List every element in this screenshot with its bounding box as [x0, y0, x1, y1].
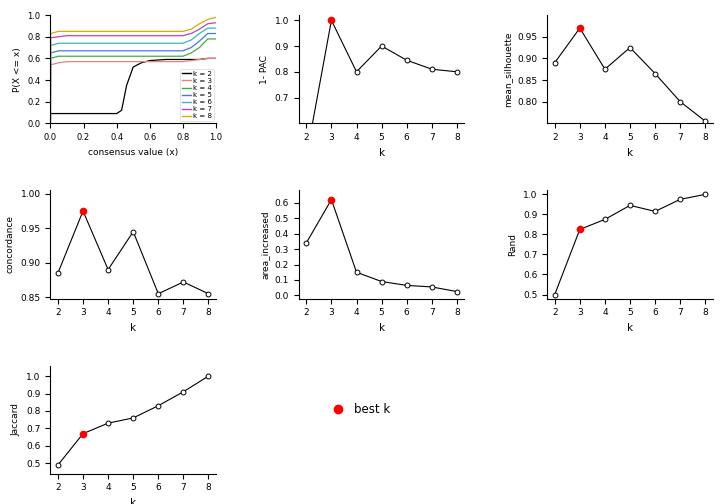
k = 4: [179, 53, 187, 59]
k = 5: [212, 30, 220, 36]
k = 5: [55, 48, 63, 54]
k = 2: [162, 56, 171, 62]
k = 7: [46, 35, 55, 41]
k = 7: [55, 34, 63, 40]
k = 7: [63, 33, 71, 39]
k = 5: [63, 48, 71, 54]
k = 8: [187, 26, 196, 32]
k = 2: [179, 56, 187, 62]
X-axis label: k: k: [130, 498, 136, 504]
k = 8: [195, 21, 204, 27]
X-axis label: k: k: [130, 323, 136, 333]
k = 8: [179, 28, 187, 34]
k = 4: [187, 50, 196, 56]
k = 7: [212, 20, 220, 26]
Line: k = 2: k = 2: [50, 58, 216, 123]
k = 2: [79, 110, 88, 116]
k = 2: [63, 110, 71, 116]
k = 6: [179, 40, 187, 46]
Y-axis label: concordance: concordance: [6, 215, 15, 274]
k = 8: [204, 17, 212, 23]
Y-axis label: Rand: Rand: [508, 233, 518, 256]
X-axis label: k: k: [379, 148, 384, 158]
k = 8: [212, 14, 220, 20]
Y-axis label: P(X <= x): P(X <= x): [13, 47, 22, 92]
k = 6: [55, 40, 63, 46]
k = 4: [63, 53, 71, 59]
k = 2: [212, 55, 220, 61]
Line: k = 6: k = 6: [50, 28, 216, 123]
k = 3: [46, 62, 55, 68]
k = 2: [138, 59, 146, 66]
Line: k = 8: k = 8: [50, 17, 216, 123]
k = 2: [195, 56, 204, 62]
Y-axis label: Jaccard: Jaccard: [12, 403, 21, 436]
k = 5: [204, 30, 212, 36]
Line: k = 4: k = 4: [50, 39, 216, 123]
k = 2: [129, 64, 138, 70]
k = 8: [55, 28, 63, 34]
Line: k = 5: k = 5: [50, 33, 216, 123]
k = 3: [46, 120, 55, 127]
k = 4: [195, 44, 204, 50]
k = 6: [63, 40, 71, 46]
k = 6: [187, 37, 196, 43]
X-axis label: k: k: [627, 148, 633, 158]
k = 6: [204, 25, 212, 31]
k = 7: [179, 33, 187, 39]
k = 2: [204, 55, 212, 61]
Line: k = 7: k = 7: [50, 23, 216, 123]
k = 4: [46, 55, 55, 61]
k = 8: [46, 30, 55, 36]
k = 7: [46, 120, 55, 127]
k = 2: [122, 83, 131, 89]
k = 2: [145, 57, 154, 64]
k = 5: [179, 48, 187, 54]
k = 3: [212, 55, 220, 61]
Line: k = 3: k = 3: [50, 58, 216, 123]
k = 2: [96, 110, 104, 116]
k = 4: [204, 36, 212, 42]
k = 5: [195, 38, 204, 44]
k = 2: [46, 120, 55, 127]
k = 3: [179, 58, 187, 65]
k = 2: [46, 110, 55, 116]
k = 2: [117, 107, 126, 113]
k = 6: [46, 120, 55, 127]
k = 6: [46, 42, 55, 48]
Legend: best k: best k: [321, 399, 395, 421]
k = 7: [204, 21, 212, 27]
k = 8: [63, 28, 71, 34]
k = 8: [46, 120, 55, 127]
k = 7: [195, 26, 204, 32]
k = 5: [46, 50, 55, 56]
k = 3: [204, 55, 212, 61]
k = 6: [212, 25, 220, 31]
Legend: k = 2, k = 3, k = 4, k = 5, k = 6, k = 7, k = 8: k = 2, k = 3, k = 4, k = 5, k = 6, k = 7…: [180, 69, 214, 121]
k = 2: [112, 110, 121, 116]
X-axis label: k: k: [627, 323, 633, 333]
Y-axis label: 1- PAC: 1- PAC: [260, 55, 269, 84]
k = 4: [212, 36, 220, 42]
k = 5: [187, 44, 196, 50]
k = 3: [187, 57, 196, 64]
k = 3: [195, 56, 204, 62]
k = 7: [187, 30, 196, 36]
k = 5: [46, 120, 55, 127]
X-axis label: k: k: [379, 323, 384, 333]
Y-axis label: mean_silhouette: mean_silhouette: [503, 31, 512, 107]
k = 3: [55, 59, 63, 66]
X-axis label: consensus value (x): consensus value (x): [88, 148, 179, 157]
k = 6: [195, 30, 204, 36]
k = 3: [63, 58, 71, 65]
k = 2: [50, 110, 58, 116]
k = 4: [46, 120, 55, 127]
k = 4: [55, 53, 63, 59]
Y-axis label: area_increased: area_increased: [260, 210, 269, 279]
